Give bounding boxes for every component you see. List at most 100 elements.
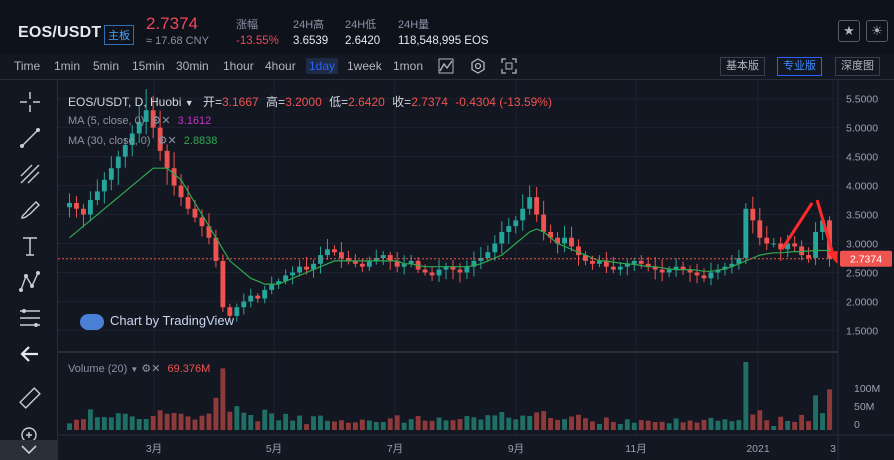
candle-body — [659, 269, 665, 273]
stat-value-volume: 118,548,995 EOS — [398, 35, 489, 47]
candle-body — [596, 260, 602, 264]
fullscreen-icon[interactable] — [501, 58, 517, 74]
candle-body — [87, 200, 93, 215]
collapse-tools-icon[interactable] — [0, 440, 58, 460]
ma-close-icon[interactable]: ✕ — [161, 115, 171, 127]
volume-bar — [478, 419, 484, 430]
candle-body — [366, 260, 372, 267]
volume-bar — [108, 417, 114, 430]
candle-body — [192, 208, 198, 218]
text-icon[interactable] — [18, 234, 42, 258]
pitchfork-icon[interactable] — [18, 162, 42, 186]
volume-bar — [241, 412, 247, 430]
volume-bar — [429, 420, 435, 430]
timeframe-1mon[interactable]: 1mon — [393, 59, 424, 73]
volume-bar — [101, 417, 107, 430]
timeframe-1day[interactable]: 1day — [306, 58, 339, 74]
volume-settings-icon[interactable]: ⚙ — [141, 363, 152, 375]
ma-settings-icon[interactable]: ⚙ — [151, 115, 162, 127]
ma30-settings-icon[interactable]: ⚙ — [157, 135, 168, 147]
trendline-icon[interactable] — [18, 126, 42, 150]
candle-body — [171, 168, 177, 186]
timeframe-4hour[interactable]: 4hour — [265, 59, 296, 73]
ma30-label: MA (30, close, 0) — [68, 135, 151, 147]
high-value: 3.2000 — [285, 95, 322, 109]
price-tick-label: 5.5000 — [846, 94, 878, 106]
volume-bar — [192, 419, 198, 430]
volume-bar — [569, 416, 574, 430]
candle-body — [813, 231, 819, 258]
volume-legend[interactable]: Volume (20) ▼ ⚙✕ 69.376M — [68, 363, 211, 375]
mode-pro-button[interactable]: 专业版 — [777, 57, 822, 76]
candle-body — [150, 110, 156, 128]
candle-body — [255, 295, 261, 299]
candle-body — [185, 197, 191, 209]
volume-bar — [74, 419, 79, 430]
candle-body — [227, 307, 233, 316]
volume-bar — [485, 415, 491, 430]
volume-bar — [722, 419, 728, 430]
timeframe-15min[interactable]: 15min — [132, 59, 165, 73]
timeframe-time[interactable]: Time — [14, 59, 41, 73]
volume-bar — [827, 389, 832, 430]
cny-price: ≈ 17.68 CNY — [146, 35, 209, 47]
symbol-legend[interactable]: EOS/USDT, D, Huobi ▼ 开=3.1667 高=3.2000 低… — [68, 95, 552, 109]
crosshair-icon[interactable] — [18, 90, 42, 114]
candle-body — [569, 237, 574, 247]
pair-title[interactable]: EOS/USDT — [18, 24, 102, 41]
volume-bar — [785, 420, 791, 430]
ruler-icon[interactable] — [18, 386, 42, 410]
mode-basic-button[interactable]: 基本版 — [720, 57, 765, 76]
price-tick-label: 3.5000 — [846, 210, 878, 222]
candle-body — [624, 263, 630, 267]
volume-bar — [164, 413, 170, 430]
chart-type-icon[interactable] — [438, 58, 454, 74]
candle-body — [241, 301, 247, 308]
volume-bar — [555, 419, 561, 430]
candle-body — [541, 214, 547, 232]
candle-body — [143, 110, 149, 122]
fib-retracement-icon[interactable] — [18, 306, 42, 330]
sun-icon[interactable]: ☀ — [866, 20, 888, 42]
candle-body — [338, 252, 344, 258]
pattern-icon[interactable] — [18, 270, 42, 294]
back-arrow-icon[interactable] — [18, 342, 42, 366]
volume-bar — [548, 418, 554, 430]
ma5-legend[interactable]: MA (5, close, 0) ⚙✕ 3.1612 — [68, 114, 211, 127]
volume-bar — [227, 411, 233, 430]
brush-icon[interactable] — [18, 198, 42, 222]
candle-body — [178, 185, 184, 198]
timeframe-5min[interactable]: 5min — [93, 59, 120, 73]
ma30-value: 2.8838 — [183, 135, 218, 147]
up-arrow — [780, 202, 814, 251]
ma30-legend[interactable]: MA (30, close, 0) ⚙✕ 2.8838 — [68, 134, 217, 147]
candle-body — [290, 272, 296, 276]
settings-icon[interactable] — [470, 58, 486, 74]
tradingview-watermark[interactable]: Chart by TradingView — [80, 313, 234, 330]
star-icon[interactable]: ★ — [838, 20, 860, 42]
volume-bar — [255, 421, 261, 430]
timeframe-1min[interactable]: 1min — [54, 59, 81, 73]
volume-bar — [318, 415, 323, 430]
stat-value-high: 3.6539 — [293, 35, 329, 47]
candle-body — [603, 260, 609, 267]
timeframe-30min[interactable]: 30min — [176, 59, 209, 73]
price-chart[interactable]: 5.5000 5.0000 4.5000 4.0000 3.5000 3.0000 2.50… — [58, 80, 894, 460]
volume-bar — [387, 418, 393, 430]
volume-bar — [94, 417, 100, 430]
ma30-close-icon[interactable]: ✕ — [167, 135, 177, 147]
timeframe-1hour[interactable]: 1hour — [223, 59, 254, 73]
volume-bar — [673, 418, 679, 430]
volume-bar — [778, 416, 784, 430]
volume-close-icon[interactable]: ✕ — [151, 363, 161, 375]
time-tick-label: 2021 — [746, 443, 770, 455]
mode-depth-button[interactable]: 深度图 — [835, 57, 880, 76]
volume-bar — [87, 409, 93, 430]
volume-bar — [715, 420, 721, 430]
candle-body — [590, 260, 595, 264]
candle-body — [297, 266, 303, 273]
time-tick-label: 7月 — [387, 443, 403, 455]
time-axis: 3月 5月 7月 9月 11月 2021 3 — [146, 443, 836, 455]
volume-bar — [757, 410, 763, 430]
timeframe-1week[interactable]: 1week — [347, 59, 382, 73]
